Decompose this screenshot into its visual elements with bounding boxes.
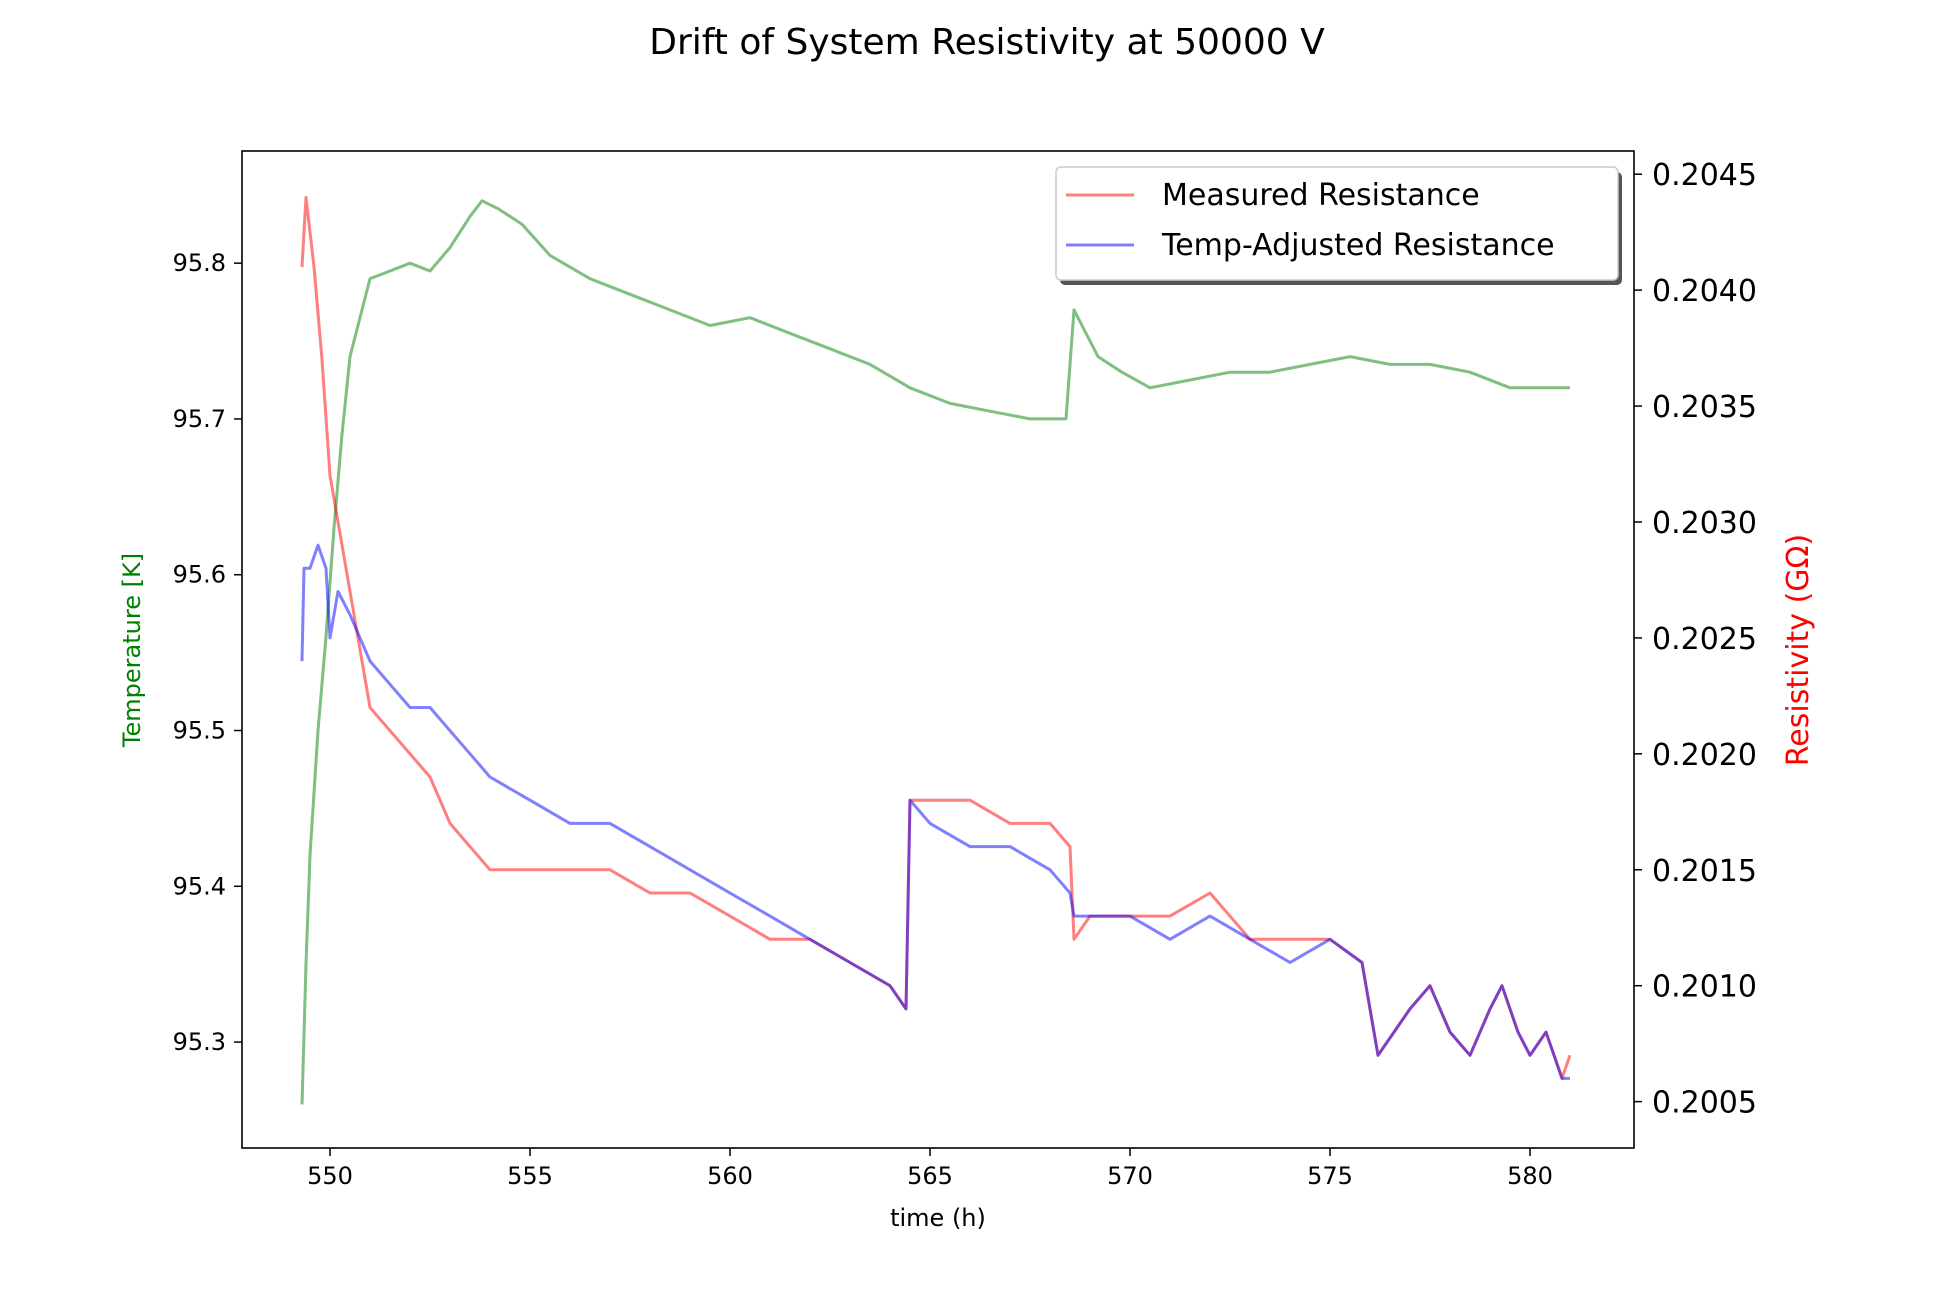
- x-tick-label: 550: [307, 1162, 353, 1190]
- x-axis-label: time (h): [890, 1204, 986, 1232]
- series-layer: [300, 195, 1572, 1105]
- x-axis-ticks: 550 555 560 565 570 575 580: [307, 1148, 1553, 1190]
- y-right-tick-label: 0.2015: [1652, 854, 1757, 889]
- y-right-tick-label: 0.2010: [1652, 970, 1757, 1005]
- y-right-tick-label: 0.2040: [1652, 274, 1757, 309]
- y-right-tick-label: 0.2005: [1652, 1086, 1757, 1121]
- y-left-axis-label: Temperature [K]: [118, 553, 146, 748]
- x-tick-label: 560: [707, 1162, 753, 1190]
- y-right-tick-label: 0.2045: [1652, 158, 1757, 193]
- plot-frame: [241, 150, 1635, 1149]
- x-tick-label: 570: [1107, 1162, 1153, 1190]
- legend: Measured Resistance Temp-Adjusted Resist…: [1055, 166, 1622, 285]
- legend-box: [1055, 166, 1619, 281]
- legend-label-measured: Measured Resistance: [1162, 178, 1480, 213]
- plot-area: 550 555 560 565 570 575 580 95.395.495.595.695…: [173, 150, 1757, 1190]
- y-left-tick-label: 95.3: [173, 1028, 226, 1056]
- y-left-tick-label: 95.4: [173, 872, 226, 900]
- series-line-adjusted: [300, 543, 1570, 1080]
- y-left-tick-label: 95.7: [173, 405, 226, 433]
- x-tick-label: 575: [1307, 1162, 1353, 1190]
- y-right-axis-label: Resistivity (GΩ): [1781, 534, 1816, 766]
- x-tick-label: 580: [1507, 1162, 1553, 1190]
- y-right-tick-label: 0.2025: [1652, 622, 1757, 657]
- y-left-tick-label: 95.6: [173, 561, 226, 589]
- y-left-axis-ticks: 95.3 95.4 95.5 95.6 95.7 95.8: [173, 249, 242, 1056]
- chart-title: Drift of System Resistivity at 50000 V: [649, 22, 1325, 63]
- y-left-tick-label: 95.5: [173, 717, 226, 745]
- y-right-tick-label: 0.2035: [1652, 390, 1757, 425]
- y-right-tick-label: 0.2020: [1652, 738, 1757, 773]
- y-right-tick-label: 0.2030: [1652, 506, 1757, 541]
- x-tick-label: 555: [507, 1162, 553, 1190]
- series-line-temperature: [300, 199, 1570, 1105]
- y-left-tick-label: 95.8: [173, 249, 226, 277]
- legend-label-adjusted: Temp-Adjusted Resistance: [1161, 228, 1555, 263]
- x-tick-label: 565: [907, 1162, 953, 1190]
- y-right-axis-ticks: 0.2005 0.2010 0.2015 0.2020 0.2025 0.2030 0.20…: [1634, 158, 1757, 1121]
